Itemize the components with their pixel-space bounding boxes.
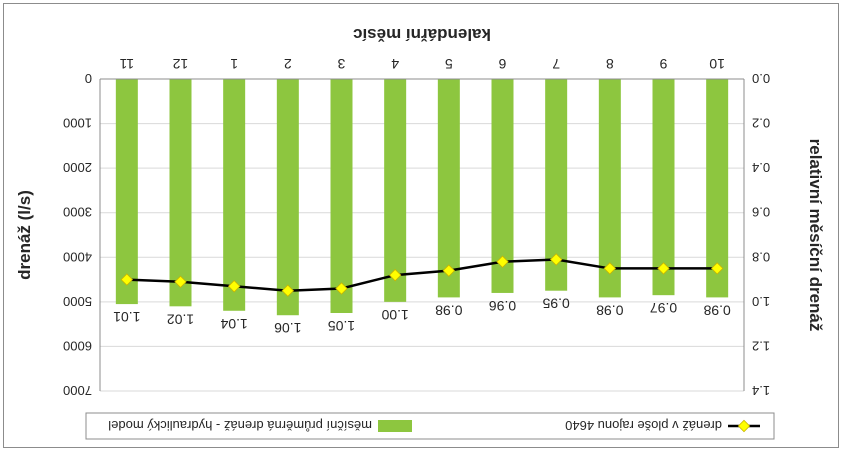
legend-bar-label: měsíční průměrná drenáž - hydraulický mo… bbox=[108, 418, 372, 433]
legend-line-marker bbox=[737, 419, 751, 433]
line-marker bbox=[603, 262, 617, 275]
line-marker bbox=[496, 255, 509, 268]
category-label: 5 bbox=[445, 56, 453, 72]
line-marker bbox=[281, 284, 295, 297]
right-tick-label: 0 bbox=[85, 71, 92, 86]
right-axis-title: drenáž (l/s) bbox=[15, 190, 34, 280]
legend-bar-swatch bbox=[378, 420, 412, 432]
drainage-line bbox=[126, 258, 718, 292]
legend: měsíční průměrná drenáž - hydraulický mo… bbox=[85, 412, 775, 440]
line-marker bbox=[657, 262, 670, 275]
line-marker bbox=[388, 268, 402, 282]
bar-data-label: 0.97 bbox=[650, 300, 677, 316]
line-marker bbox=[174, 275, 187, 289]
data-labels: 0.98 0.97 0.98 0.95 0.96 0.98 1.00 1.05 1.06 1.04… bbox=[113, 296, 731, 337]
bar bbox=[330, 79, 353, 313]
bar bbox=[491, 79, 514, 293]
bar bbox=[706, 79, 729, 298]
bar-data-label: 0.96 bbox=[489, 298, 516, 314]
line-marker bbox=[549, 253, 563, 266]
category-label: 11 bbox=[119, 56, 134, 72]
category-label: 12 bbox=[173, 56, 189, 72]
right-tick-label: 5000 bbox=[63, 294, 92, 309]
right-tick-label: 4000 bbox=[63, 249, 92, 264]
bar bbox=[437, 79, 460, 298]
legend-line-label: drenáž v ploše rajonu 4640 bbox=[565, 418, 722, 433]
line-marker bbox=[227, 280, 241, 293]
category-label: 8 bbox=[606, 56, 614, 72]
left-tick-label: 1.0 bbox=[752, 294, 770, 309]
right-tick-label: 3000 bbox=[63, 205, 92, 220]
bar-data-label: 1.01 bbox=[113, 309, 140, 325]
category-label: 7 bbox=[552, 56, 560, 72]
right-tick-label: 7000 bbox=[63, 383, 92, 398]
left-tick-label: 0.2 bbox=[752, 116, 770, 131]
left-tick-label: 1.2 bbox=[752, 338, 770, 353]
line-marker bbox=[120, 273, 134, 286]
bar bbox=[169, 79, 192, 307]
left-axis-title: relativní měsíční drenáž bbox=[806, 139, 825, 332]
bar bbox=[276, 79, 299, 316]
x-axis-title: kalendářní měsíc bbox=[353, 25, 491, 44]
bar-data-label: 1.04 bbox=[220, 316, 247, 332]
bar bbox=[115, 79, 138, 305]
bar-data-label: 0.95 bbox=[542, 296, 569, 312]
chart: 0.980.970.980.950.960.981.001.051.061.04… bbox=[15, 25, 825, 440]
legend-box bbox=[85, 412, 775, 440]
bar-data-label: 1.00 bbox=[381, 307, 408, 323]
left-tick-label: 0.0 bbox=[752, 71, 770, 86]
line-series bbox=[120, 253, 724, 297]
left-tick-label: 0.4 bbox=[752, 160, 770, 175]
bar-data-label: 0.98 bbox=[703, 302, 730, 318]
bar-data-label: 1.06 bbox=[274, 320, 301, 336]
left-tick-label: 0.8 bbox=[752, 249, 770, 264]
bar-data-label: 0.98 bbox=[596, 302, 623, 318]
bar bbox=[384, 79, 407, 302]
gridlines bbox=[100, 78, 744, 392]
category-label: 6 bbox=[498, 56, 506, 72]
bar bbox=[545, 79, 568, 291]
bar bbox=[223, 79, 246, 311]
category-label: 10 bbox=[709, 56, 725, 72]
category-label: 9 bbox=[659, 56, 667, 72]
category-label: 2 bbox=[284, 56, 292, 72]
right-tick-label: 1000 bbox=[63, 116, 92, 131]
category-label: 1 bbox=[230, 56, 238, 72]
line-marker bbox=[442, 264, 456, 277]
left-tick-label: 0.6 bbox=[752, 205, 770, 220]
right-tick-label: 2000 bbox=[63, 160, 92, 175]
category-label: 4 bbox=[391, 56, 399, 72]
bar-data-label: 1.05 bbox=[328, 318, 355, 334]
chart-frame: 0.98 0.97 0.98 0.95 0.96 0.98 1.00 1.05 1.06 1.04… bbox=[3, 3, 839, 448]
right-tick-label: 6000 bbox=[63, 338, 92, 353]
axes: 0.0 0.2 0.4 0.6 0.8 1.0 1.2 1.4 0 1000 2000 3000 400… bbox=[63, 56, 770, 398]
left-tick-label: 1.4 bbox=[752, 383, 770, 398]
category-label: 3 bbox=[337, 56, 345, 72]
bar-data-label: 0.98 bbox=[435, 302, 462, 318]
bar bbox=[652, 79, 675, 296]
bars bbox=[115, 79, 729, 316]
bar-data-label: 1.02 bbox=[167, 311, 194, 327]
line-marker bbox=[710, 262, 724, 275]
bar bbox=[598, 79, 621, 298]
line-marker bbox=[335, 282, 348, 295]
